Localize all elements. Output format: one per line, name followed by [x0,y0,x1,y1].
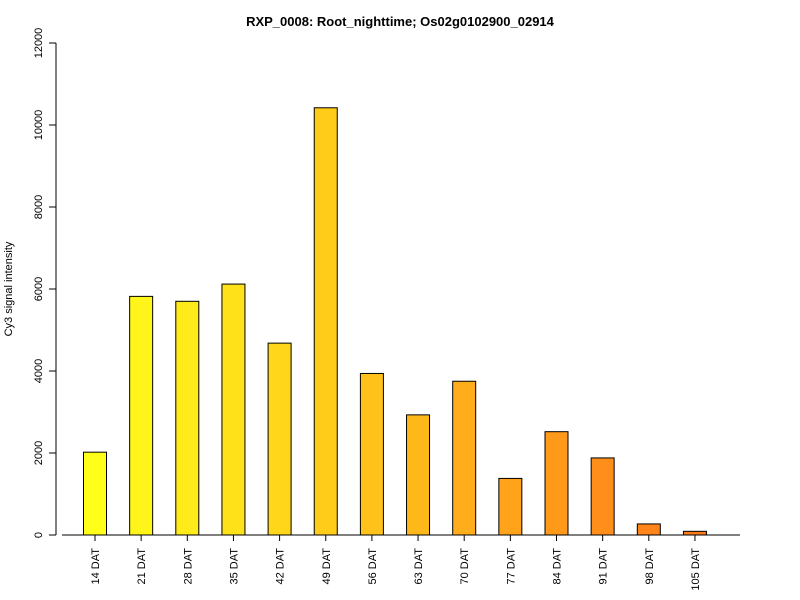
bar-42-dat [267,342,292,536]
x-tick-label: 91 DAT [598,548,610,585]
x-axis-tick-labels: 14 DAT 21 DAT 28 DAT 35 DAT 42 DAT 49 DAT 56 D… [90,535,702,591]
bar-28-dat [175,300,200,536]
bar-14-dat [83,451,107,536]
y-axis-ticks: 0 2000 4000 6000 8000 10000 12000 [33,28,56,538]
x-tick-label: 56 DAT [367,548,379,585]
x-tick-label: 105 DAT [690,548,702,591]
x-tick-label: 84 DAT [552,548,564,585]
bar-98-dat [636,523,661,536]
bar-35-dat [221,283,246,536]
y-axis-label: Cy3 signal intensity [3,241,15,336]
y-tick-label: 2000 [33,441,45,465]
bar-84-dat [544,431,569,536]
bar-56-dat [359,372,384,536]
x-tick-label: 42 DAT [275,548,287,585]
chart-title: RXP_0008: Root_nighttime; Os02g0102900_0… [246,14,555,29]
x-tick-label: 98 DAT [644,548,656,585]
x-tick-label: 14 DAT [90,548,102,585]
bar-105-dat [682,530,707,536]
x-tick-label: 77 DAT [505,548,517,585]
x-tick-label: 63 DAT [413,548,425,585]
x-tick-label: 49 DAT [321,548,333,585]
bar-63-dat [406,414,431,536]
y-tick-label: 6000 [33,277,45,301]
x-tick-label: 35 DAT [228,548,240,585]
bar-21-dat [129,295,154,536]
bar-49-dat [313,107,338,536]
y-tick-label: 4000 [33,359,45,383]
bar-70-dat [452,380,477,536]
bars-group [83,107,707,536]
y-tick-label: 10000 [33,110,45,141]
bar-91-dat [590,457,615,536]
bar-77-dat [498,477,523,536]
x-tick-label: 21 DAT [136,548,148,585]
y-tick-label: 12000 [33,28,45,59]
y-tick-label: 8000 [33,195,45,219]
y-tick-label: 0 [33,532,45,538]
x-tick-label: 70 DAT [459,548,471,585]
x-tick-label: 28 DAT [182,548,194,585]
